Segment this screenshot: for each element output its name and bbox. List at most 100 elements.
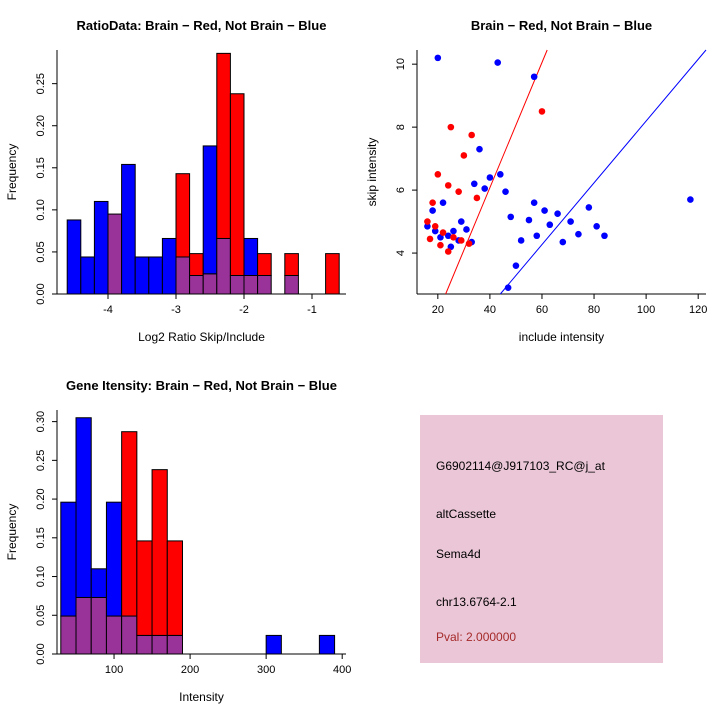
- hist-bar-red: [189, 253, 204, 276]
- x-axis-title: include intensity: [519, 330, 604, 344]
- scatter-point: [502, 188, 509, 195]
- hist-bar-overlap: [60, 615, 77, 655]
- hist-bar-blue: [161, 237, 177, 295]
- hist-bar-overlap: [107, 213, 123, 295]
- scatter-point: [546, 221, 554, 229]
- y-tick-label: 10: [395, 58, 407, 70]
- hist-bar-red: [166, 540, 183, 636]
- y-axis-title: Frequency: [5, 144, 19, 201]
- scatter-point: [457, 218, 465, 225]
- scatter-point: [434, 171, 442, 178]
- hist-bar-blue: [318, 634, 336, 655]
- x-tick-label: 200: [181, 664, 199, 676]
- hist-bar-overlap: [189, 274, 204, 295]
- scatter-point: [424, 218, 431, 225]
- hist-bar-red: [175, 173, 191, 258]
- y-tick-label: 0.15: [35, 157, 47, 178]
- y-axis-title: skip intensity: [365, 138, 379, 207]
- hist-bar-overlap: [175, 256, 191, 295]
- y-tick-label: 0.25: [35, 73, 47, 94]
- panel-gene-info: G6902114@J917103_RC@j_at altCassette Sem…: [360, 360, 720, 720]
- hist-bar-blue: [93, 200, 109, 295]
- panel-ratio-histogram: RatioData: Brain − Red, Not Brain − Blue…: [0, 0, 360, 360]
- y-tick-label: 0.30: [35, 411, 47, 432]
- hist-bar-blue: [90, 568, 107, 598]
- hist-bar-blue: [134, 256, 150, 295]
- info-panel: G6902114@J917103_RC@j_at altCassette Sem…: [420, 415, 663, 663]
- y-tick-label: 0.20: [35, 115, 47, 136]
- y-tick-label: 0.15: [35, 527, 47, 548]
- hist-bar-overlap: [166, 634, 183, 655]
- hist-bar-overlap: [75, 596, 92, 655]
- hist-bar-overlap: [136, 634, 153, 655]
- scatter-point: [567, 218, 574, 225]
- hist-bar-red: [229, 93, 245, 276]
- scatter-point: [444, 232, 452, 240]
- x-tick-label: 100: [105, 664, 123, 676]
- scatter-point: [497, 171, 504, 178]
- scatter-point: [439, 199, 447, 206]
- x-tick-label: 60: [536, 304, 548, 316]
- hist-bar-blue: [202, 145, 218, 275]
- hist-bar-red: [216, 52, 231, 239]
- scatter-point: [455, 188, 462, 195]
- scatter-point: [437, 241, 444, 249]
- y-tick-label: 0.00: [35, 643, 47, 664]
- y-tick-label: 6: [395, 187, 407, 193]
- hist-bar-overlap: [216, 237, 231, 295]
- hist-bar-overlap: [229, 274, 245, 295]
- scatter-point: [687, 196, 694, 203]
- scatter-point: [512, 262, 520, 269]
- scatter-point: [533, 232, 541, 240]
- x-axis-title: Intensity: [179, 690, 224, 704]
- hist-bar-overlap: [243, 274, 259, 295]
- y-tick-label: 0.10: [35, 199, 47, 220]
- hist-bar-red: [257, 253, 272, 276]
- hist-bar-blue: [105, 501, 123, 617]
- scatter-point: [486, 174, 494, 181]
- hist-bar-red: [136, 540, 153, 636]
- y-axis-title: Frequency: [5, 504, 19, 561]
- y-tick-label: 0.10: [35, 566, 47, 587]
- chart-title: RatioData: Brain − Red, Not Brain − Blue: [77, 18, 327, 33]
- scatter-point: [450, 234, 457, 241]
- x-tick-label: -3: [171, 304, 181, 316]
- scatter-point: [424, 223, 431, 230]
- hist-bar-blue: [121, 163, 136, 295]
- hist-bar-blue: [75, 417, 92, 598]
- scatter-point: [431, 227, 439, 235]
- x-tick-label: 300: [257, 664, 275, 676]
- scatter-point: [429, 199, 436, 206]
- hist-bar-red: [121, 431, 138, 617]
- scatter-point: [434, 54, 442, 62]
- scatter-point: [538, 108, 546, 115]
- scatter-point: [525, 216, 533, 224]
- y-tick-label: 0.20: [35, 488, 47, 509]
- scatter-point: [465, 240, 473, 247]
- scatter-point: [494, 59, 502, 66]
- hist-bar-overlap: [90, 596, 107, 655]
- scatter-point: [444, 182, 452, 189]
- x-axis-title: Log2 Ratio Skip/Include: [138, 330, 265, 344]
- scatter-point: [517, 237, 525, 244]
- chart-title: Gene Itensity: Brain − Red, Not Brain − …: [66, 378, 337, 393]
- y-tick-label: 0.05: [35, 605, 47, 626]
- y-tick-label: 0.05: [35, 241, 47, 262]
- hist-bar-blue: [60, 501, 77, 617]
- intensity-scatter-chart: Brain − Red, Not Brain − Blue 20 40 60 80 100…: [365, 18, 707, 344]
- scatter-point: [470, 180, 478, 188]
- hist-bar-red: [325, 253, 340, 295]
- hist-bar-red: [284, 253, 299, 276]
- x-tick-label: 20: [432, 304, 444, 316]
- brain-fit-line: [445, 49, 548, 295]
- x-tick-label: -2: [239, 304, 249, 316]
- scatter-point: [593, 223, 600, 230]
- hist-bar-overlap: [257, 274, 272, 295]
- hist-bar-blue: [148, 256, 163, 295]
- hist-bar-blue: [80, 256, 95, 295]
- scatter-point: [447, 123, 455, 131]
- chart-title: Brain − Red, Not Brain − Blue: [471, 18, 652, 33]
- scatter-point: [575, 230, 582, 238]
- x-tick-label: 40: [484, 304, 496, 316]
- gene-name-text: Sema4d: [436, 547, 481, 561]
